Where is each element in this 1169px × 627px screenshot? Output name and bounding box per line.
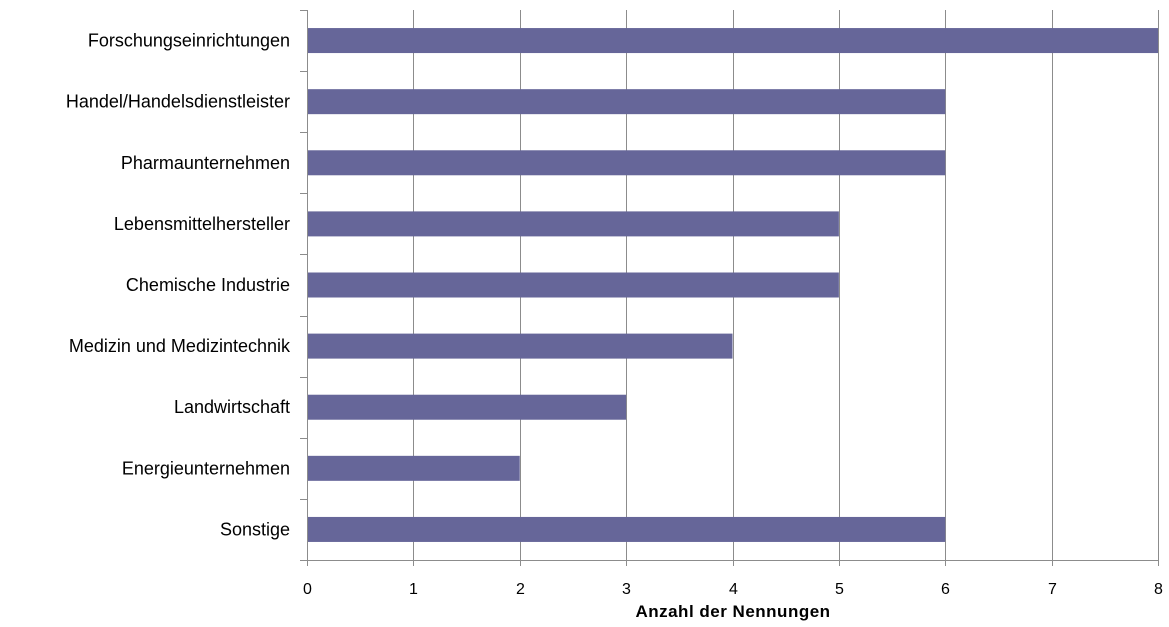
x-tick-label-1: 1 [409, 581, 418, 598]
category-label: Handel/Handelsdienstleister [66, 92, 290, 112]
bar-sonstige [308, 516, 946, 542]
x-axis-title: Anzahl der Nennungen [635, 602, 830, 621]
category-label: Lebensmittelhersteller [114, 214, 290, 234]
x-tick-label-3: 3 [622, 581, 631, 598]
bar-energieunternehmen [308, 455, 520, 481]
x-tick-label-4: 4 [729, 581, 738, 598]
bar-chemische-industrie [308, 272, 839, 298]
bar-landwirtschaft [308, 394, 627, 420]
x-tick-labels: 0 1 2 3 4 5 6 7 8 [303, 581, 1163, 598]
x-tick-label-0: 0 [303, 581, 312, 598]
bar-forschungseinrichtungen [308, 28, 1158, 54]
category-labels: Forschungseinrichtungen Handel/Handelsdie… [66, 31, 291, 540]
category-label: Forschungseinrichtungen [88, 31, 290, 51]
category-label: Chemische Industrie [126, 275, 290, 295]
category-label: Landwirtschaft [174, 397, 290, 417]
category-label: Pharmaunternehmen [121, 153, 290, 173]
x-tick-label-8: 8 [1154, 581, 1163, 598]
x-tick-label-5: 5 [835, 581, 844, 598]
bar-lebensmittelhersteller [308, 211, 839, 237]
bar-pharmaunternehmen [308, 150, 946, 176]
bar-medizin-und-medizintechnik [308, 333, 733, 359]
x-tick-label-7: 7 [1048, 581, 1057, 598]
x-tick-label-6: 6 [941, 581, 950, 598]
axes [300, 10, 1159, 566]
category-label: Energieunternehmen [122, 458, 290, 478]
category-label: Medizin und Medizintechnik [69, 336, 291, 356]
bars [308, 28, 1158, 542]
category-label: Sonstige [220, 519, 290, 539]
bar-handel-handelsdienstleister [308, 89, 946, 115]
x-tick-label-2: 2 [516, 581, 525, 598]
